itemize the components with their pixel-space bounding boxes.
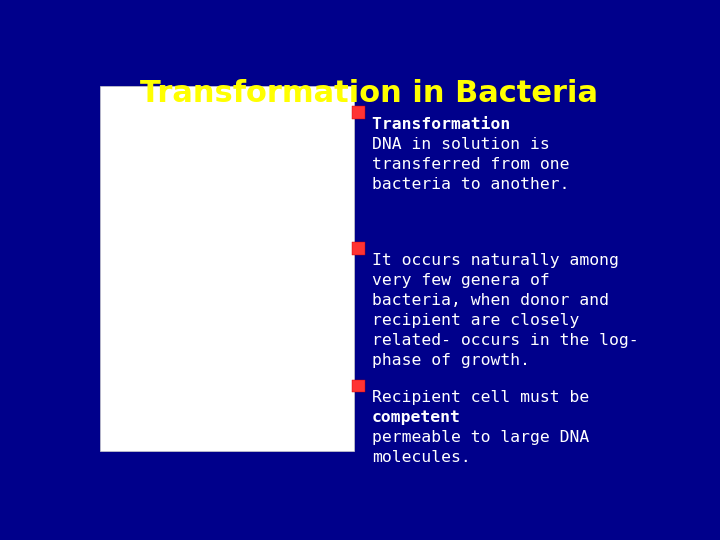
Text: competent: competent bbox=[372, 410, 461, 425]
FancyBboxPatch shape bbox=[100, 85, 354, 451]
Text: It occurs naturally among: It occurs naturally among bbox=[372, 253, 618, 268]
Text: permeable to large DNA: permeable to large DNA bbox=[372, 430, 589, 445]
FancyBboxPatch shape bbox=[352, 106, 364, 119]
Text: bacteria to another.: bacteria to another. bbox=[372, 177, 570, 192]
Text: related- occurs in the log-: related- occurs in the log- bbox=[372, 333, 639, 348]
Text: molecules.: molecules. bbox=[372, 450, 471, 465]
Text: phase of growth.: phase of growth. bbox=[372, 353, 530, 368]
Text: very few genera of: very few genera of bbox=[372, 273, 549, 288]
Text: bacteria, when donor and: bacteria, when donor and bbox=[372, 293, 609, 308]
Text: recipient are closely: recipient are closely bbox=[372, 313, 579, 328]
FancyBboxPatch shape bbox=[352, 380, 364, 392]
Text: DNA in solution is: DNA in solution is bbox=[372, 137, 549, 152]
Text: Transformation in Bacteria: Transformation in Bacteria bbox=[140, 79, 598, 109]
Text: transferred from one: transferred from one bbox=[372, 157, 570, 172]
Text: Transformation: Transformation bbox=[372, 117, 520, 132]
FancyBboxPatch shape bbox=[352, 242, 364, 255]
Text: Recipient cell must be: Recipient cell must be bbox=[372, 390, 589, 405]
